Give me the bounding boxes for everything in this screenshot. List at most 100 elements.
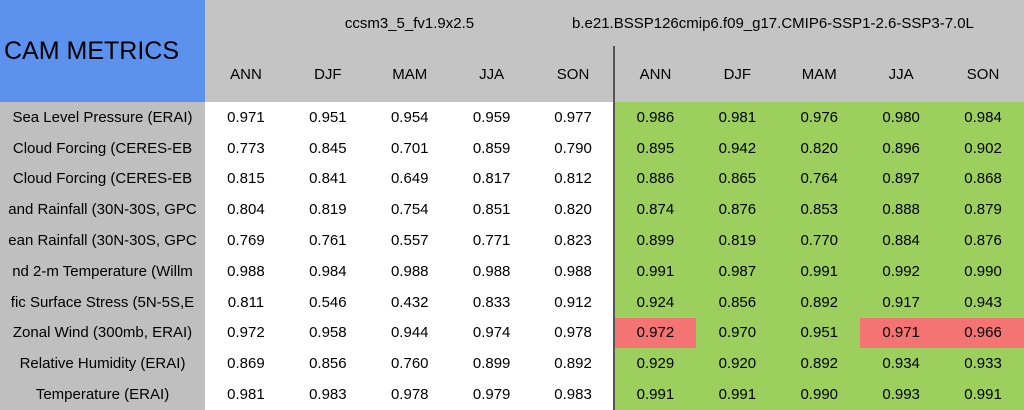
value-cell: 0.820: [532, 194, 616, 227]
value-cell: 0.991: [696, 379, 780, 410]
value-cell: 0.951: [286, 102, 370, 134]
value-cell: 0.819: [286, 194, 370, 227]
value-cell: 0.990: [778, 379, 862, 410]
value-cell: 0.895: [614, 132, 698, 165]
value-cell: 0.954: [368, 102, 452, 134]
value-cell: 0.971: [860, 317, 944, 350]
value-cell: 0.899: [614, 225, 698, 257]
group-header: ccsm3_5_fv1.9x2.5: [205, 0, 615, 47]
value-cell: 0.933: [942, 348, 1024, 381]
season-header: ANN: [614, 46, 698, 103]
value-cell: 0.972: [614, 317, 698, 350]
value-cell: 0.978: [368, 379, 452, 410]
season-header: SON: [942, 46, 1024, 103]
value-cell: 0.856: [286, 348, 370, 381]
value-cell: 0.912: [532, 286, 616, 319]
value-cell: 0.988: [532, 256, 616, 288]
value-cell: 0.876: [942, 225, 1024, 257]
value-cell: 0.972: [205, 317, 288, 350]
season-header: MAM: [368, 46, 452, 103]
value-cell: 0.841: [286, 163, 370, 196]
value-cell: 0.892: [778, 348, 862, 381]
value-cell: 0.888: [860, 194, 944, 227]
value-cell: 0.990: [942, 256, 1024, 288]
value-cell: 0.811: [205, 286, 288, 319]
value-cell: 0.992: [860, 256, 944, 288]
value-cell: 0.981: [205, 379, 288, 410]
value-cell: 0.991: [614, 256, 698, 288]
value-cell: 0.929: [614, 348, 698, 381]
value-cell: 0.984: [286, 256, 370, 288]
value-cell: 0.991: [614, 379, 698, 410]
row-label: Cloud Forcing (CERES-EB: [0, 163, 206, 196]
value-cell: 0.845: [286, 132, 370, 165]
value-cell: 0.823: [532, 225, 616, 257]
value-cell: 0.983: [286, 379, 370, 410]
row-label: Cloud Forcing (CERES-EB: [0, 132, 206, 165]
season-header: ANN: [205, 46, 288, 103]
value-cell: 0.884: [860, 225, 944, 257]
group-header: b.e21.BSSP126cmip6.f09_g17.CMIP6-SSP1-2.…: [572, 14, 974, 32]
value-cell: 0.879: [942, 194, 1024, 227]
value-cell: 0.959: [450, 102, 534, 134]
value-cell: 0.833: [450, 286, 534, 319]
value-cell: 0.897: [860, 163, 944, 196]
value-cell: 0.771: [450, 225, 534, 257]
value-cell: 0.770: [778, 225, 862, 257]
value-cell: 0.856: [696, 286, 780, 319]
value-cell: 0.917: [860, 286, 944, 319]
value-cell: 0.892: [532, 348, 616, 381]
season-header: DJF: [696, 46, 780, 103]
value-cell: 0.993: [860, 379, 944, 410]
row-label: Relative Humidity (ERAI): [0, 348, 206, 381]
value-cell: 0.761: [286, 225, 370, 257]
value-cell: 0.977: [532, 102, 616, 134]
value-cell: 0.981: [696, 102, 780, 134]
value-cell: 0.974: [450, 317, 534, 350]
value-cell: 0.902: [942, 132, 1024, 165]
row-label: ean Rainfall (30N-30S, GPC: [0, 225, 206, 257]
value-cell: 0.790: [532, 132, 616, 165]
value-cell: 0.869: [205, 348, 288, 381]
value-cell: 0.966: [942, 317, 1024, 350]
value-cell: 0.988: [450, 256, 534, 288]
row-label: Sea Level Pressure (ERAI): [0, 102, 206, 134]
value-cell: 0.892: [778, 286, 862, 319]
value-cell: 0.976: [778, 102, 862, 134]
value-cell: 0.432: [368, 286, 452, 319]
value-cell: 0.754: [368, 194, 452, 227]
value-cell: 0.991: [942, 379, 1024, 410]
value-cell: 0.859: [450, 132, 534, 165]
row-label: nd 2-m Temperature (Willm: [0, 256, 206, 288]
value-cell: 0.988: [368, 256, 452, 288]
value-cell: 0.983: [532, 379, 616, 410]
value-cell: 0.649: [368, 163, 452, 196]
value-cell: 0.899: [450, 348, 534, 381]
value-cell: 0.764: [778, 163, 862, 196]
value-cell: 0.817: [450, 163, 534, 196]
value-cell: 0.820: [778, 132, 862, 165]
value-cell: 0.987: [696, 256, 780, 288]
value-cell: 0.958: [286, 317, 370, 350]
row-label: Zonal Wind (300mb, ERAI): [0, 317, 206, 350]
value-cell: 0.815: [205, 163, 288, 196]
value-cell: 0.980: [860, 102, 944, 134]
row-label: and Rainfall (30N-30S, GPC: [0, 194, 206, 227]
value-cell: 0.991: [778, 256, 862, 288]
value-cell: 0.851: [450, 194, 534, 227]
value-cell: 0.546: [286, 286, 370, 319]
season-header: JJA: [450, 46, 534, 103]
season-header: JJA: [860, 46, 944, 103]
value-cell: 0.978: [532, 317, 616, 350]
row-label: fic Surface Stress (5N-5S,E: [0, 286, 206, 319]
value-cell: 0.979: [450, 379, 534, 410]
value-cell: 0.819: [696, 225, 780, 257]
value-cell: 0.920: [696, 348, 780, 381]
value-cell: 0.773: [205, 132, 288, 165]
value-cell: 0.986: [614, 102, 698, 134]
value-cell: 0.944: [368, 317, 452, 350]
value-cell: 0.804: [205, 194, 288, 227]
value-cell: 0.924: [614, 286, 698, 319]
value-cell: 0.951: [778, 317, 862, 350]
